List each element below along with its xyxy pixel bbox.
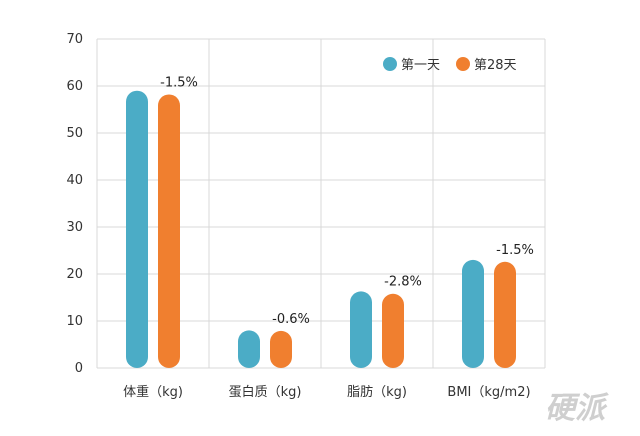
bar-series-1 bbox=[494, 261, 516, 368]
bars bbox=[126, 90, 516, 369]
y-tick-label: 50 bbox=[66, 126, 83, 141]
data-label: -1.5% bbox=[160, 75, 198, 90]
y-tick-label: 10 bbox=[66, 314, 83, 329]
y-tick-label: 40 bbox=[66, 173, 83, 188]
y-tick-label: 70 bbox=[66, 32, 83, 47]
bar-series-0 bbox=[126, 90, 148, 368]
bar-series-0 bbox=[238, 330, 260, 368]
legend-label: 第28天 bbox=[474, 58, 517, 73]
legend-marker bbox=[456, 57, 470, 71]
y-tick-label: 0 bbox=[75, 361, 83, 376]
y-axis-ticks: 0 10 20 30 40 50 60 70 bbox=[66, 32, 83, 376]
x-axis-categories: 体重（kg) 蛋白质（kg) 脂肪（kg) BMI（kg/m2) bbox=[123, 384, 531, 400]
watermark: 硬派 bbox=[545, 391, 609, 426]
data-label: -2.8% bbox=[384, 275, 422, 290]
legend-label: 第一天 bbox=[401, 58, 440, 73]
x-category-label: BMI（kg/m2) bbox=[447, 385, 530, 400]
legend: 第一天 第28天 bbox=[383, 57, 517, 73]
x-category-label: 体重（kg) bbox=[123, 384, 183, 400]
x-category-label: 脂肪（kg) bbox=[347, 384, 407, 400]
x-category-label: 蛋白质（kg) bbox=[229, 384, 302, 400]
y-tick-label: 20 bbox=[66, 267, 83, 282]
legend-marker bbox=[383, 57, 397, 71]
y-tick-label: 30 bbox=[66, 220, 83, 235]
bar-series-1 bbox=[270, 330, 292, 368]
bar-series-0 bbox=[350, 291, 372, 368]
bar-series-1 bbox=[158, 94, 180, 369]
data-label: -1.5% bbox=[496, 243, 534, 258]
y-tick-label: 60 bbox=[66, 79, 83, 94]
data-labels: -1.5% -0.6% -2.8% -1.5% bbox=[160, 75, 534, 326]
data-label: -0.6% bbox=[272, 312, 310, 327]
bar-series-1 bbox=[382, 293, 404, 368]
bar-series-0 bbox=[462, 259, 484, 368]
